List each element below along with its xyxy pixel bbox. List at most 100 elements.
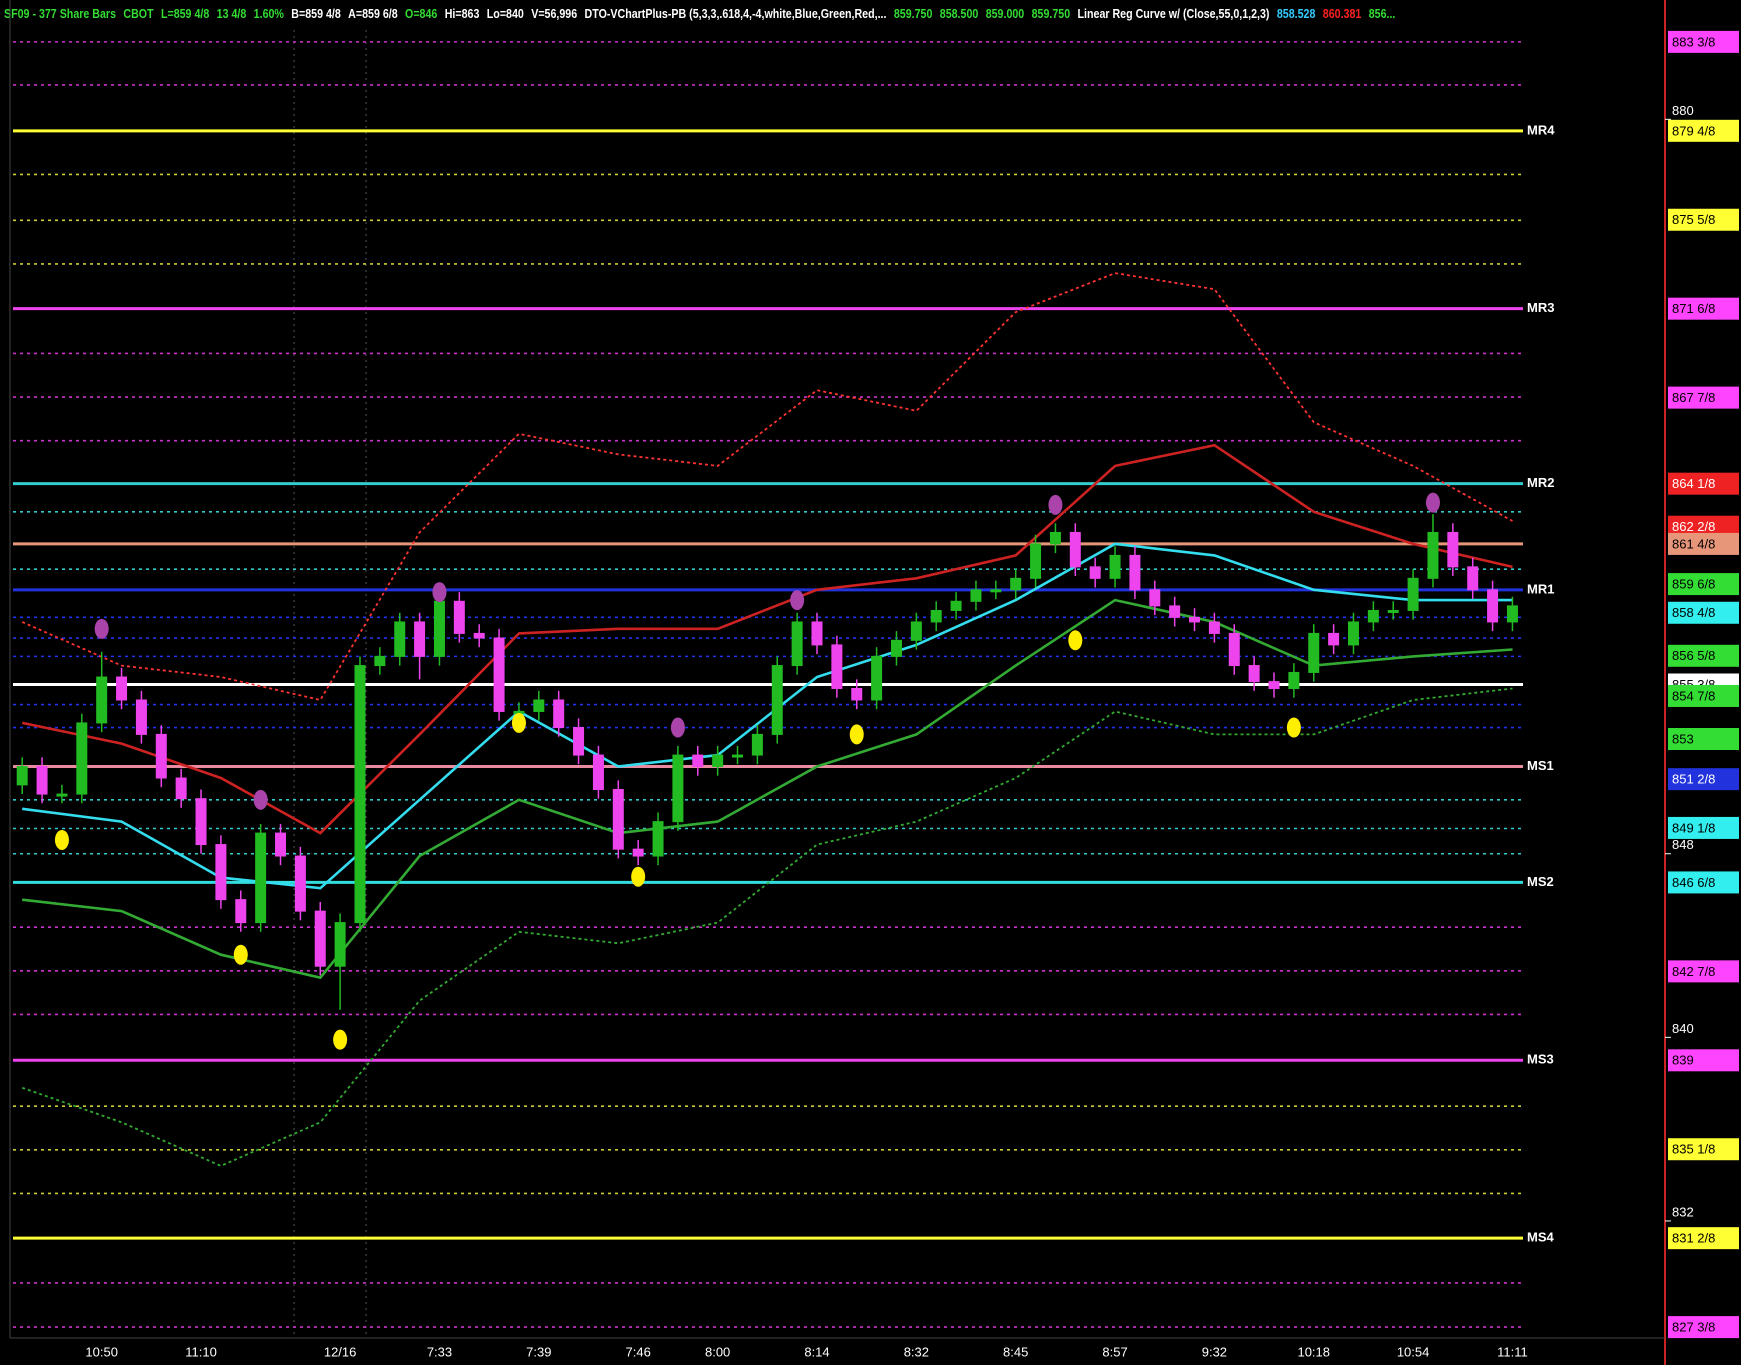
candle-body [1149, 589, 1161, 607]
y-tick-label: 880 [1672, 103, 1694, 118]
candle-body [36, 766, 48, 795]
price-tag [1668, 816, 1739, 839]
candle-body [96, 676, 108, 724]
price-tag [1668, 573, 1739, 596]
candle-body [135, 699, 147, 735]
x-tick-label: 8:32 [904, 1344, 929, 1359]
candle-body [235, 899, 247, 924]
signal-dot [849, 724, 864, 745]
signal-dot [233, 944, 248, 965]
level-label: MR2 [1527, 475, 1554, 490]
price-tag [1668, 684, 1739, 707]
candle-body [1089, 566, 1101, 579]
x-tick-label: 8:57 [1102, 1344, 1127, 1359]
level-label: MS4 [1527, 1230, 1555, 1245]
price-tag-label: 871 6/8 [1672, 301, 1715, 316]
candle-body [970, 589, 982, 602]
level-label: MR3 [1527, 300, 1554, 315]
signal-dot [1425, 492, 1440, 513]
price-tag-label: 831 2/8 [1672, 1231, 1715, 1246]
candle-body [1169, 605, 1181, 618]
indicator-line [22, 542, 1513, 890]
x-tick-label: 11:10 [185, 1344, 217, 1359]
chart-header: SF09 - 377 Share Bars CBOT L=859 4/8 13 4/8… [4, 6, 1403, 21]
price-tag [1668, 871, 1739, 894]
candle-body [354, 665, 366, 924]
y-tick-label: 832 [1672, 1204, 1694, 1219]
candle-body [433, 600, 445, 657]
price-tag-label: 851 2/8 [1672, 772, 1715, 787]
x-tick-label: 12/16 [324, 1344, 357, 1359]
header-item: 858.528 [1276, 6, 1316, 21]
candle-body [1010, 577, 1022, 591]
signal-dot [1286, 717, 1301, 738]
level-label: MS1 [1527, 758, 1554, 773]
price-tag-label: 859 6/8 [1672, 577, 1715, 592]
level-label: MS3 [1527, 1052, 1554, 1067]
price-tag [1668, 532, 1739, 555]
x-tick-label: 8:14 [804, 1344, 829, 1359]
candle-body [76, 722, 88, 795]
price-tag [1668, 515, 1739, 538]
candle-body [990, 589, 1002, 593]
price-tag-label: 862 2/8 [1672, 519, 1715, 534]
header-item: DTO-VChartPlus-PB (5,3,3,.618,4,-4,white… [584, 6, 887, 21]
header-item: B=859 4/8 [291, 6, 341, 21]
price-tag [1668, 1227, 1739, 1250]
candle-body [1030, 543, 1042, 579]
candle-body [1506, 605, 1518, 623]
level-label: MS2 [1527, 874, 1554, 889]
candle-body [791, 621, 803, 667]
price-tag [1668, 472, 1739, 495]
candle-body [1387, 609, 1399, 613]
price-tag [1668, 644, 1739, 667]
price-tag-label: 853 [1672, 731, 1694, 746]
candle-body [255, 832, 267, 924]
x-tick-label: 7:39 [526, 1344, 551, 1359]
header-item: CBOT [123, 6, 154, 21]
price-tag-label: 827 3/8 [1672, 1320, 1715, 1335]
candle-body [16, 766, 28, 786]
header-item: 858.500 [939, 6, 979, 21]
price-tag-label: 879 4/8 [1672, 123, 1715, 138]
price-tag [1668, 208, 1739, 231]
price-tag [1668, 30, 1739, 53]
price-tag [1668, 1049, 1739, 1072]
price-tag-label: 849 1/8 [1672, 820, 1715, 835]
candle-body [851, 688, 863, 701]
candle-body [692, 754, 704, 768]
header-item: 859.750 [893, 6, 933, 21]
price-tag-label: 839 [1672, 1053, 1694, 1068]
candle-body [1308, 632, 1320, 673]
candle-body [1367, 609, 1379, 623]
candle-body [56, 793, 68, 797]
signal-dot [333, 1029, 348, 1050]
signal-dot [670, 717, 685, 738]
candle-body [473, 632, 485, 639]
candle-body [1487, 589, 1499, 623]
candle-body [1069, 531, 1081, 568]
signal-dot [432, 582, 447, 603]
price-tag [1668, 960, 1739, 983]
candle-body [116, 676, 128, 701]
candle-body [275, 832, 287, 857]
candle-body [732, 754, 744, 758]
candle-body [1407, 577, 1419, 611]
candle-body [175, 777, 187, 800]
candle-body [215, 844, 227, 901]
candle-body [890, 639, 902, 657]
candle-body [195, 798, 207, 846]
candle-body [811, 621, 823, 646]
x-tick-label: 8:00 [705, 1344, 730, 1359]
candle-body [394, 621, 406, 657]
price-tag-label: 856 5/8 [1672, 648, 1715, 663]
price-tag [1668, 1138, 1739, 1161]
price-tag [1668, 1316, 1739, 1339]
candle-body [910, 621, 922, 641]
header-item: SF09 - 377 Share Bars [4, 6, 116, 21]
header-item: 13 4/8 [216, 6, 247, 21]
signal-dot [1068, 630, 1083, 651]
indicator-line [21, 687, 1513, 1167]
price-tag [1668, 768, 1739, 791]
signal-dot [54, 829, 69, 850]
